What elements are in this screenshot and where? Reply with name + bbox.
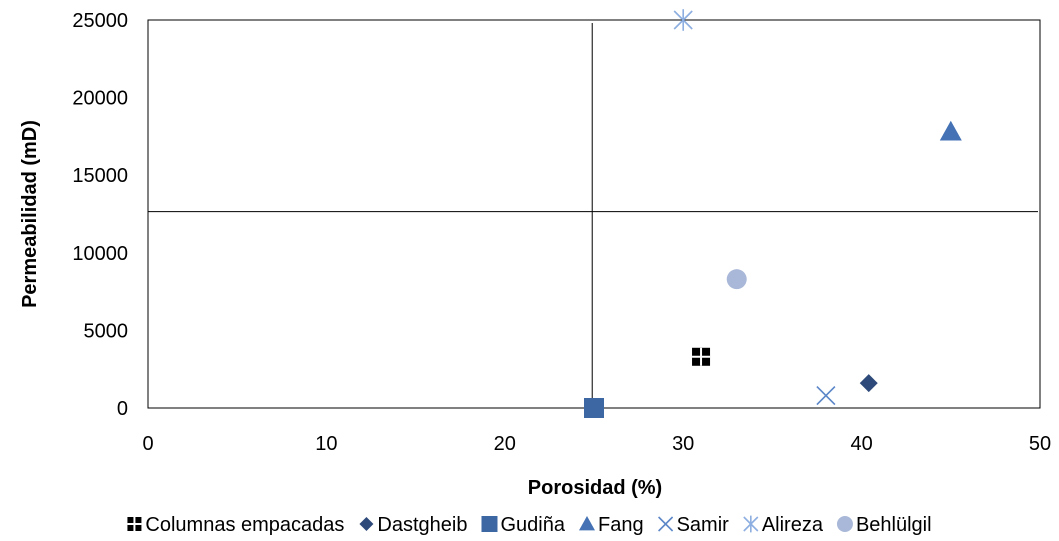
marker-body	[836, 516, 853, 532]
legend-label: Columnas empacadas	[145, 514, 344, 536]
legend: Columnas empacadas Dastgheib Gudiña Fang Sam…	[127, 514, 932, 536]
legend-marker	[836, 516, 853, 532]
y-axis-title: Permeabilidad (mD)	[19, 120, 41, 308]
y-tick-label: 0	[117, 398, 128, 420]
data-point	[673, 9, 693, 31]
y-tick-label: 25000	[72, 10, 128, 32]
plot-border	[147, 19, 1041, 409]
x-axis-title: Porosidad (%)	[528, 477, 662, 499]
marker-body	[859, 374, 878, 393]
legend-marker	[658, 516, 674, 532]
axis-ticks: 0 10 20 30 40 50 0 5000 10000 15000 20000 25000	[72, 10, 1051, 455]
marker-body	[584, 398, 604, 418]
marker-body	[481, 516, 498, 532]
legend-label: Fang	[598, 514, 644, 536]
data-point	[816, 386, 836, 406]
marker-stroke-b	[658, 516, 674, 532]
legend-label: Samir	[677, 514, 730, 536]
y-tick-label: 20000	[72, 88, 128, 110]
y-tick-label: 10000	[72, 243, 128, 265]
marker-body	[726, 269, 747, 290]
legend-label: Dastgheib	[377, 514, 467, 536]
legend-label: Gudiña	[500, 514, 565, 536]
x-tick-label: 0	[142, 433, 153, 455]
x-tick-label: 10	[315, 433, 337, 455]
legend-marker	[743, 515, 759, 533]
data-point	[726, 269, 747, 290]
data-point	[692, 347, 711, 366]
x-tick-label: 30	[672, 433, 694, 455]
y-tick-label: 5000	[84, 320, 129, 342]
legend-label: Alireza	[762, 514, 824, 536]
legend-marker	[481, 516, 498, 532]
marker-stroke-b	[816, 386, 836, 406]
x-tick-label: 50	[1029, 433, 1051, 455]
crosshair-lines	[148, 23, 1038, 408]
data-point	[584, 398, 604, 418]
marker-body	[939, 120, 962, 141]
data-point	[939, 120, 962, 141]
legend-marker	[359, 517, 374, 531]
legend-marker	[127, 517, 142, 531]
marker-body	[578, 516, 595, 531]
y-tick-label: 15000	[72, 165, 128, 187]
data-points	[584, 9, 962, 418]
marker-body	[359, 517, 374, 531]
legend-marker	[578, 516, 595, 531]
x-tick-label: 20	[494, 433, 516, 455]
legend-label: Behlülgil	[856, 514, 932, 536]
plot-area	[147, 19, 1041, 409]
data-point	[859, 374, 878, 393]
x-tick-label: 40	[850, 433, 872, 455]
